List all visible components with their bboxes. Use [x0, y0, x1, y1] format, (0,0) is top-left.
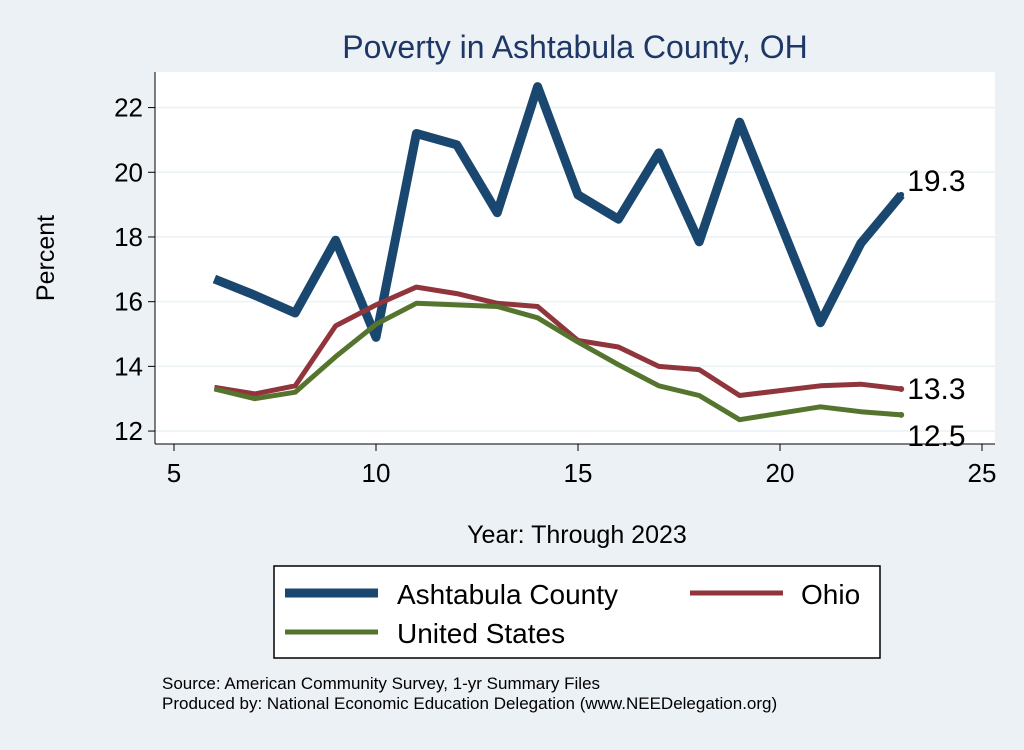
- series-lines: [212, 82, 905, 423]
- legend-box: [273, 565, 881, 659]
- y-axis-label-group: Percent: [32, 215, 60, 301]
- y-tick-label-20: 20: [114, 157, 143, 187]
- end-labels: 19.3 13.3 12.5: [907, 165, 965, 453]
- x-tick-label-15: 15: [564, 458, 593, 488]
- series-endpoint-ohio: [898, 386, 905, 393]
- y-tick-label-16: 16: [114, 287, 143, 317]
- y-axis-label: Percent: [32, 215, 60, 301]
- legend: Ashtabula County Ohio United States: [273, 565, 881, 659]
- series-line-us: [213, 300, 902, 423]
- axes: 12 14 16 18 20 22 5 10 15 20 25: [114, 72, 996, 488]
- end-label-ashtabula: 19.3: [907, 165, 965, 198]
- series-endpoint-us: [898, 411, 905, 418]
- y-tick-label-18: 18: [114, 222, 143, 252]
- series-line-ohio: [214, 284, 902, 398]
- x-tick-label-20: 20: [766, 458, 795, 488]
- legend-label-ohio: Ohio: [801, 579, 860, 610]
- series-endpoint-ashtabula: [898, 191, 905, 198]
- legend-label-us: United States: [397, 618, 565, 649]
- x-axis-label: Year: Through 2023: [467, 521, 687, 549]
- end-label-us: 12.5: [907, 420, 965, 453]
- x-tick-label-5: 5: [167, 458, 181, 488]
- y-tick-label-14: 14: [114, 351, 143, 381]
- chart-title: Poverty in Ashtabula County, OH: [342, 29, 807, 65]
- y-tick-label-12: 12: [114, 416, 143, 446]
- produced-by-note: Produced by: National Economic Education…: [162, 694, 777, 713]
- x-tick-label-25: 25: [968, 458, 997, 488]
- y-tick-label-22: 22: [114, 93, 143, 123]
- legend-label-ashtabula: Ashtabula County: [397, 579, 618, 610]
- x-tick-label-10: 10: [362, 458, 391, 488]
- end-label-ohio: 13.3: [907, 373, 965, 406]
- series-line-ashtabula: [212, 82, 905, 342]
- source-note: Source: American Community Survey, 1-yr …: [162, 674, 600, 693]
